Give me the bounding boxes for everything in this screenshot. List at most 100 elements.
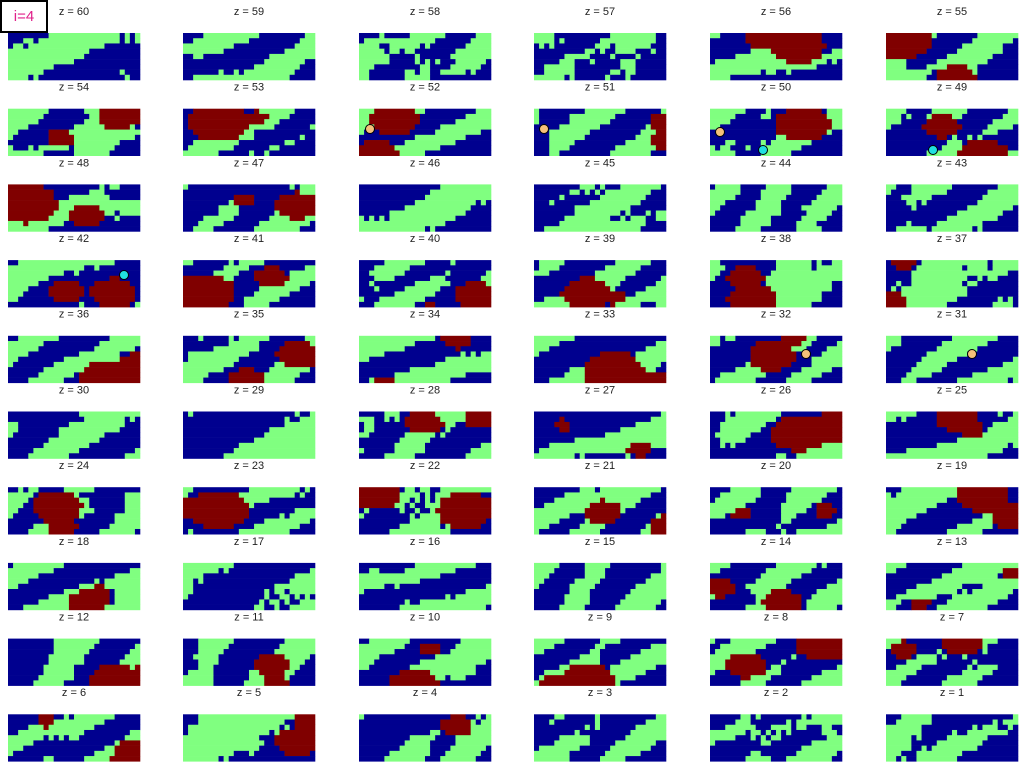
- facies-cell: [781, 508, 807, 514]
- facies-cell: [233, 286, 260, 292]
- facies-cell: [1012, 301, 1019, 308]
- facies-cell: [635, 291, 667, 297]
- facies-cell: [589, 724, 596, 731]
- facies-cell: [384, 351, 461, 357]
- facies-cell: [534, 200, 550, 206]
- facies-cell: [544, 64, 575, 70]
- facies-cell: [655, 513, 662, 519]
- facies-cell: [264, 589, 270, 595]
- facies-cell: [569, 74, 575, 81]
- facies-cell: [534, 184, 580, 190]
- facies-cell: [374, 427, 411, 433]
- facies-cell: [425, 502, 441, 509]
- facies-cell: [715, 497, 756, 504]
- facies-cell: [977, 411, 998, 418]
- facies-cell: [414, 508, 421, 514]
- facies-cell: [119, 38, 126, 44]
- facies-cell: [720, 568, 767, 574]
- facies-cell: [650, 442, 667, 449]
- facies-cell: [549, 129, 591, 136]
- facies-cell: [450, 523, 482, 530]
- facies-cell: [750, 432, 772, 438]
- facies-cell: [806, 210, 833, 217]
- facies-cell: [946, 64, 968, 70]
- facies-cell: [946, 301, 993, 308]
- facies-cell: [886, 740, 912, 746]
- facies-cell: [776, 301, 812, 308]
- facies-cell: [134, 38, 141, 44]
- facies-cell: [901, 119, 927, 125]
- facies-cell: [134, 528, 141, 535]
- facies-cell: [906, 301, 948, 308]
- facies-cell: [299, 134, 306, 141]
- facies-cell: [886, 226, 897, 232]
- facies-cell: [549, 719, 555, 726]
- facies-cell: [359, 184, 441, 190]
- facies-cell: [475, 562, 492, 569]
- facies-cell: [796, 528, 843, 535]
- facies-cell: [38, 714, 54, 720]
- facies-cell: [750, 589, 772, 595]
- facies-cell: [8, 649, 54, 655]
- facies-cell: [8, 583, 19, 590]
- facies-cell: [63, 487, 95, 493]
- facies-cell: [967, 64, 978, 70]
- facies-cell: [605, 432, 667, 438]
- panel-title: z = 37: [937, 233, 967, 245]
- facies-cell: [8, 432, 14, 438]
- facies-cell: [816, 508, 838, 514]
- facies-cell: [630, 453, 636, 459]
- facies-cell: [213, 270, 240, 277]
- facies-cell: [710, 432, 716, 438]
- facies-cell: [279, 296, 316, 303]
- facies-cell: [404, 502, 411, 509]
- facies-cell: [183, 654, 194, 660]
- facies-cell: [760, 427, 772, 433]
- facies-cell: [1007, 487, 1019, 493]
- facies-cell: [264, 594, 270, 600]
- facies-cell: [1007, 377, 1014, 384]
- facies-cell: [801, 594, 812, 600]
- facies-cell: [720, 270, 731, 277]
- facies-cell: [304, 33, 316, 39]
- facies-cell: [435, 38, 471, 44]
- facies-cell: [730, 669, 767, 676]
- panel-title: z = 38: [761, 233, 791, 245]
- facies-cell: [720, 341, 756, 347]
- facies-cell: [886, 377, 902, 384]
- facies-cell: [79, 270, 141, 277]
- facies-cell: [972, 659, 978, 666]
- facies-cell: [740, 675, 751, 681]
- facies-cell: [374, 421, 405, 428]
- facies-cell: [569, 583, 596, 590]
- facies-cell: [600, 528, 641, 535]
- facies-cell: [233, 750, 250, 757]
- facies-cell: [559, 59, 575, 65]
- facies-cell: [254, 108, 260, 115]
- facies-cell: [114, 745, 141, 752]
- facies-cell: [359, 53, 390, 60]
- facies-cell: [389, 140, 405, 146]
- facies-cell: [584, 48, 596, 55]
- facies-cell: [600, 48, 606, 55]
- facies-cell: [630, 210, 646, 217]
- facies-cell: [655, 33, 667, 39]
- facies-cell: [264, 432, 316, 438]
- facies-cell: [359, 265, 375, 271]
- facies-cell: [1007, 497, 1019, 504]
- facies-cell: [982, 134, 1019, 141]
- facies-cell: [404, 74, 431, 81]
- facies-cell: [8, 735, 44, 741]
- facies-cell: [414, 200, 477, 206]
- facies-cell: [79, 296, 95, 303]
- facies-cell: [534, 562, 560, 569]
- facies-cell: [821, 134, 843, 141]
- facies-cell: [183, 286, 235, 292]
- facies-cell: [720, 437, 746, 444]
- facies-cell: [977, 69, 1019, 76]
- facies-cell: [931, 745, 978, 752]
- facies-cell: [967, 729, 1009, 736]
- facies-cell: [554, 33, 611, 39]
- facies-cell: [765, 604, 802, 611]
- facies-cell: [63, 377, 80, 384]
